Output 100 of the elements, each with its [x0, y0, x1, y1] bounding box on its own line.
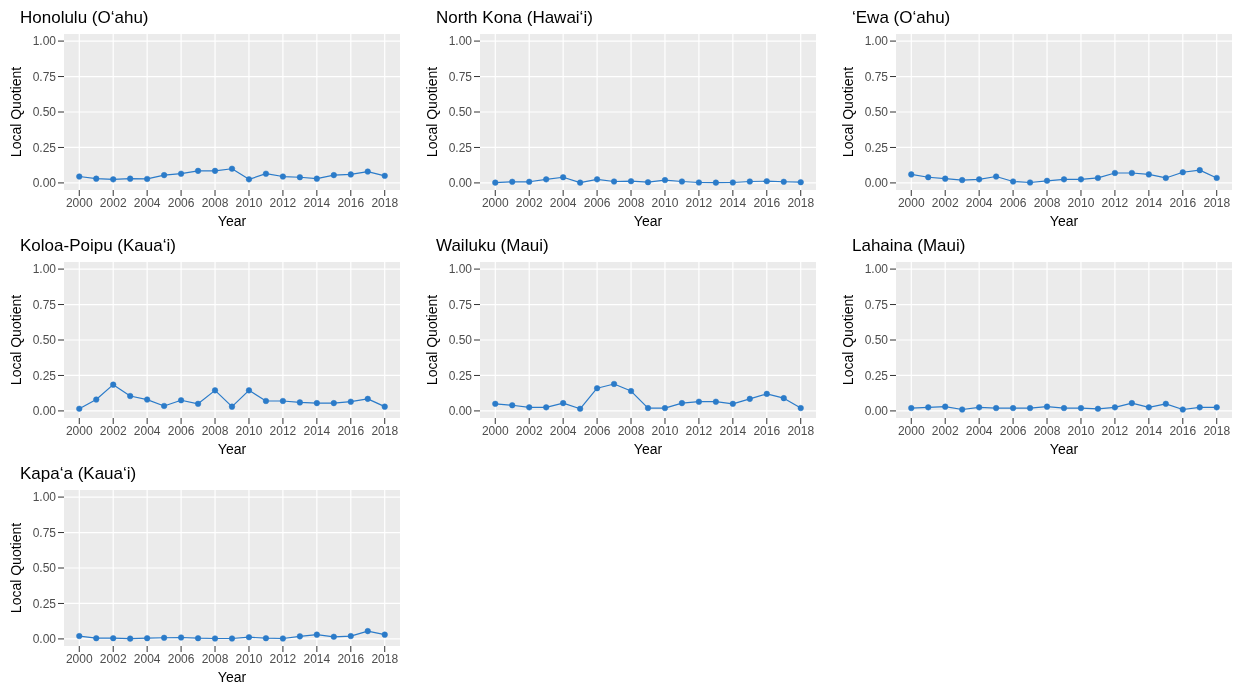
y-tick-label: 0.75 — [32, 69, 57, 84]
x-tick-label: 2006 — [167, 195, 195, 210]
x-tick-label: 2012 — [1101, 423, 1129, 438]
x-tick-label: 2002 — [515, 195, 543, 210]
x-tick-label: 2000 — [481, 195, 509, 210]
x-tick-label: 2008 — [201, 423, 229, 438]
x-tick-label: 2000 — [65, 423, 93, 438]
chart-title: Lahaina (Maui) — [851, 236, 967, 257]
y-tick-label: 0.50 — [864, 333, 889, 348]
x-tick-label: 2016 — [753, 195, 781, 210]
x-tick-label: 2000 — [65, 195, 93, 210]
y-tick-label: 0.00 — [32, 632, 57, 647]
x-tick-label: 2016 — [753, 423, 781, 438]
chart-title: ‘Ewa (O‘ahu) — [851, 8, 952, 29]
x-axis-title: Year — [1049, 441, 1079, 457]
x-tick-label: 2012 — [269, 423, 297, 438]
x-tick-label: 2016 — [337, 195, 365, 210]
x-tick-label: 2012 — [685, 195, 713, 210]
y-axis-title: Local Quotient — [423, 294, 440, 386]
y-axis-title: Local Quotient — [423, 66, 440, 158]
y-axis-title: Local Quotient — [7, 66, 24, 158]
y-tick-label: 0.00 — [32, 404, 57, 419]
y-tick-label: 1.00 — [32, 490, 57, 505]
x-tick-label: 2014 — [303, 195, 331, 210]
x-tick-label: 2002 — [99, 195, 127, 210]
x-axis-title: Year — [217, 441, 247, 457]
x-tick-label: 2004 — [133, 195, 161, 210]
y-tick-label: 0.50 — [448, 333, 473, 348]
x-tick-label: 2012 — [1101, 195, 1129, 210]
x-tick-label: 2018 — [1203, 195, 1231, 210]
x-tick-label: 2006 — [583, 195, 611, 210]
x-tick-label: 2016 — [1169, 423, 1197, 438]
y-axis-title: Local Quotient — [7, 294, 24, 386]
x-tick-label: 2002 — [931, 195, 959, 210]
x-tick-label: 2010 — [1067, 195, 1095, 210]
y-tick-label: 0.50 — [448, 105, 473, 120]
x-axis-title: Year — [217, 669, 247, 685]
y-axis-title: Local Quotient — [839, 294, 856, 386]
x-tick-label: 2018 — [787, 195, 815, 210]
x-tick-label: 2018 — [371, 651, 399, 666]
y-tick-label: 0.25 — [864, 368, 889, 383]
y-tick-label: 0.00 — [864, 176, 889, 191]
x-tick-label: 2014 — [303, 651, 331, 666]
y-tick-label: 0.25 — [32, 140, 57, 155]
x-tick-label: 2016 — [337, 423, 365, 438]
x-tick-label: 2018 — [1203, 423, 1231, 438]
y-tick-label: 0.25 — [864, 140, 889, 155]
x-tick-label: 2004 — [549, 195, 577, 210]
x-tick-label: 2010 — [1067, 423, 1095, 438]
x-tick-label: 2010 — [235, 423, 263, 438]
y-tick-label: 1.00 — [32, 262, 57, 277]
x-tick-label: 2010 — [235, 195, 263, 210]
y-tick-label: 0.75 — [864, 69, 889, 84]
x-tick-label: 2006 — [999, 195, 1027, 210]
x-tick-label: 2004 — [965, 423, 993, 438]
y-tick-label: 0.00 — [32, 176, 57, 191]
x-tick-label: 2002 — [515, 423, 543, 438]
x-tick-label: 2006 — [167, 651, 195, 666]
x-tick-label: 2008 — [1033, 423, 1061, 438]
x-tick-label: 2008 — [201, 651, 229, 666]
chart-title: Kapa‘a (Kaua‘i) — [19, 464, 138, 485]
x-tick-label: 2016 — [337, 651, 365, 666]
x-tick-label: 2018 — [787, 423, 815, 438]
y-tick-label: 0.25 — [448, 140, 473, 155]
x-axis-title: Year — [633, 441, 663, 457]
y-tick-label: 0.75 — [32, 297, 57, 312]
y-tick-label: 0.00 — [448, 176, 473, 191]
x-tick-label: 2002 — [931, 423, 959, 438]
y-tick-label: 0.50 — [32, 561, 57, 576]
y-tick-label: 0.25 — [448, 368, 473, 383]
chart-title: Wailuku (Maui) — [435, 236, 550, 257]
y-tick-label: 0.75 — [448, 69, 473, 84]
y-tick-label: 0.50 — [32, 333, 57, 348]
x-tick-label: 2012 — [685, 423, 713, 438]
y-axis-title: Local Quotient — [839, 66, 856, 158]
x-tick-label: 2000 — [897, 423, 925, 438]
x-tick-label: 2006 — [167, 423, 195, 438]
x-tick-label: 2012 — [269, 195, 297, 210]
y-tick-label: 0.00 — [448, 404, 473, 419]
y-tick-label: 1.00 — [448, 34, 473, 49]
y-tick-label: 0.75 — [448, 297, 473, 312]
x-tick-label: 2018 — [371, 195, 399, 210]
x-tick-label: 2014 — [1135, 195, 1163, 210]
y-tick-label: 0.75 — [864, 297, 889, 312]
x-tick-label: 2004 — [965, 195, 993, 210]
y-tick-label: 1.00 — [32, 34, 57, 49]
x-tick-label: 2018 — [371, 423, 399, 438]
x-tick-label: 2016 — [1169, 195, 1197, 210]
y-tick-label: 0.00 — [864, 404, 889, 419]
x-axis-title: Year — [1049, 213, 1079, 229]
y-tick-label: 0.50 — [864, 105, 889, 120]
x-tick-label: 2004 — [133, 651, 161, 666]
x-tick-label: 2010 — [651, 423, 679, 438]
chart-title: Koloa-Poipu (Kaua‘i) — [19, 236, 177, 257]
x-tick-label: 2008 — [201, 195, 229, 210]
y-tick-label: 0.25 — [32, 368, 57, 383]
chart-title: North Kona (Hawai‘i) — [435, 8, 594, 29]
x-tick-label: 2008 — [617, 195, 645, 210]
x-tick-label: 2000 — [481, 423, 509, 438]
x-tick-label: 2006 — [999, 423, 1027, 438]
